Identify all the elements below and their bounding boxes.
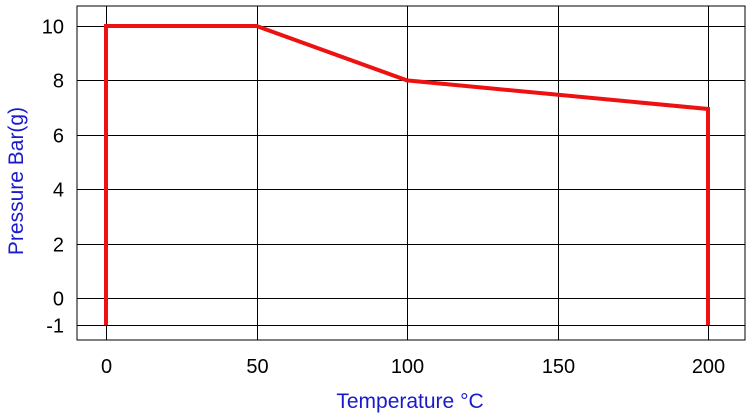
x-tick-label: 150 bbox=[542, 356, 575, 378]
x-tick-label: 100 bbox=[391, 356, 424, 378]
y-tick-label: 2 bbox=[53, 235, 64, 257]
series-line bbox=[104, 24, 710, 326]
y-axis-ticks: 10 8 6 4 2 0 -1 bbox=[42, 17, 64, 338]
y-tick-label: -1 bbox=[46, 316, 64, 338]
y-tick-label: 8 bbox=[53, 71, 64, 93]
x-axis-ticks: 0 50 100 150 200 bbox=[101, 356, 725, 378]
y-tick-label: 10 bbox=[42, 17, 64, 39]
x-tick-label: 0 bbox=[101, 356, 112, 378]
x-tick-label: 200 bbox=[692, 356, 725, 378]
x-tick-label: 50 bbox=[246, 356, 268, 378]
x-axis-label: Temperature °C bbox=[336, 390, 483, 413]
y-tick-label: 4 bbox=[53, 180, 64, 202]
series-layer bbox=[104, 24, 710, 326]
grid bbox=[76, 5, 746, 341]
y-tick-label: 6 bbox=[53, 126, 64, 148]
y-axis-label: Pressure Bar(g) bbox=[5, 107, 28, 255]
plot-frame bbox=[76, 5, 746, 341]
y-tick-label: 0 bbox=[53, 289, 64, 311]
